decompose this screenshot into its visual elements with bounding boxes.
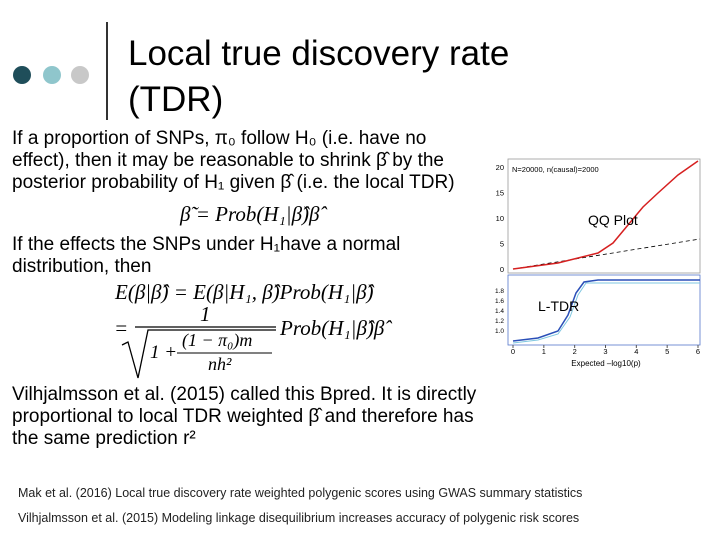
x-tick-label: 2 xyxy=(573,347,577,356)
y-tick-label: 10 xyxy=(496,214,504,223)
dot xyxy=(43,66,61,84)
panel-note: N=20000, n(causal)=2000 xyxy=(512,165,599,174)
bullet-line: posterior probability of H₁ given β̂ (i.… xyxy=(12,172,455,193)
equation: E(β|β̂) = E(β|H₁, β̂)Prob(H₁|β̂) xyxy=(115,280,374,304)
y-tick-label: 1.0 xyxy=(495,328,504,335)
y-tick-label: 20 xyxy=(496,163,504,172)
bullet-line: proportional to local TDR weighted β̂ an… xyxy=(12,406,474,427)
dot xyxy=(13,66,31,84)
inner-denominator: nh² xyxy=(208,354,232,374)
y-tick-label: 1.8 xyxy=(495,288,504,295)
x-tick-label: 3 xyxy=(603,347,607,356)
equation-rhs: Prob(H₁|β̂)β̂ xyxy=(280,316,385,340)
y-tick-label: 15 xyxy=(496,189,504,198)
lower-panel xyxy=(507,274,701,346)
bullet-line: If the effects the SNPs under H₁have a n… xyxy=(12,234,401,255)
dot xyxy=(71,66,89,84)
reference: Mak et al. (2016) Local true discovery r… xyxy=(18,486,583,500)
reference-line xyxy=(512,238,701,270)
equation: β̃ = Prob(H₁|β̂)β̂ xyxy=(180,202,320,226)
x-axis-label: Expected –log10(p) xyxy=(571,359,641,368)
equation-lhs: = xyxy=(114,316,129,340)
sqrt-sign xyxy=(121,329,276,379)
reference: Vilhjalmsson et al. (2015) Modeling link… xyxy=(18,511,580,525)
y-tick-label: 1.2 xyxy=(495,318,504,325)
panel-label: L-TDR xyxy=(538,298,579,314)
x-tick-label: 5 xyxy=(665,347,669,356)
qq-curve xyxy=(512,160,699,270)
inner-numerator: (1 − π₀)m xyxy=(182,330,253,350)
x-tick-label: 1 xyxy=(542,347,546,356)
y-tick-label: 0 xyxy=(500,265,504,274)
x-tick-label: 6 xyxy=(696,347,700,356)
x-tick-label: 0 xyxy=(511,347,515,356)
y-tick-label: 1.6 xyxy=(495,298,504,305)
y-tick-label: 5 xyxy=(500,240,504,249)
bullet-line: Vilhjalmsson et al. (2015) called this B… xyxy=(12,384,477,405)
tdr-curve xyxy=(512,279,700,342)
figure: N=20000, n(causal)=2000 QQ Plot L-TDR Ex… xyxy=(495,158,701,368)
tdr-band xyxy=(512,282,700,344)
bullet-line: If a proportion of SNPs, π₀ follow H₀ (i… xyxy=(12,128,427,149)
bullet-line: effect), then it may be reasonable to sh… xyxy=(12,150,444,171)
bullet-line: distribution, then xyxy=(12,256,152,277)
denominator-start: 1 + xyxy=(150,342,178,363)
bullet-line: the same prediction r² xyxy=(12,428,196,449)
x-tick-label: 4 xyxy=(634,347,638,356)
title-line: (TDR) xyxy=(128,80,224,119)
title-line: Local true discovery rate xyxy=(128,34,510,73)
numerator: 1 xyxy=(200,302,211,326)
panel-label: QQ Plot xyxy=(588,212,638,228)
y-tick-label: 1.4 xyxy=(495,308,504,315)
